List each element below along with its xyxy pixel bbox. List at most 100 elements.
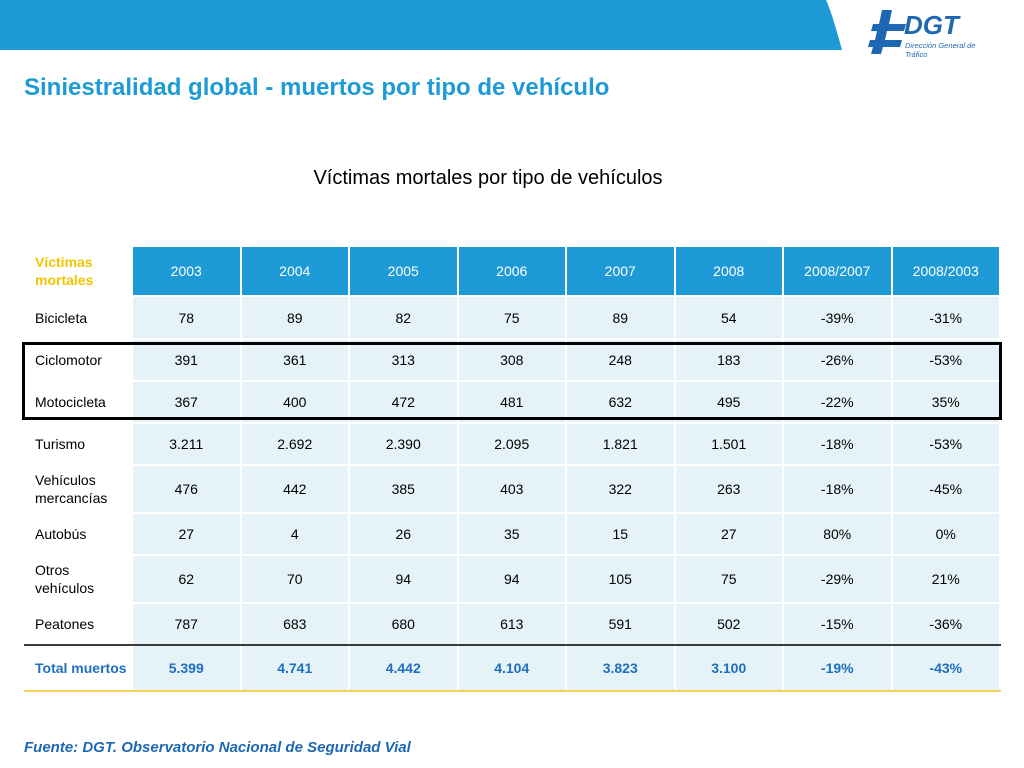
logo-subtitle: Dirección General de Tráfico <box>905 41 976 59</box>
column-header: 2006 <box>457 247 567 297</box>
table-cell: 70 <box>240 555 350 604</box>
table-cell: 54 <box>674 296 784 340</box>
table-cell: 2.692 <box>240 423 350 466</box>
table-cell: 322 <box>566 465 676 514</box>
row-label: Autobús <box>24 513 133 556</box>
row-label: Turismo <box>24 423 133 466</box>
column-header: 2003 <box>132 247 242 297</box>
table-caption-text: Víctimas mortales por tipo de vehículos <box>313 167 663 189</box>
column-header: 2008 <box>674 247 784 297</box>
table-cell: -22% <box>783 381 893 424</box>
fatalities-table: Víctimas mortales 2003 2004 2005 2006 20… <box>24 247 1001 692</box>
table-cell: 35 <box>457 513 567 556</box>
table-cell: 442 <box>240 465 350 514</box>
table-cell: -31% <box>891 296 1001 340</box>
logo-wordmark: DGT <box>904 10 959 40</box>
table-cell: 391 <box>132 339 242 382</box>
table-cell: -18% <box>783 465 893 514</box>
table-cell: 89 <box>240 296 350 340</box>
corner-header: Víctimas mortales <box>24 247 133 297</box>
table-cell: 4 <box>240 513 350 556</box>
table-cell: 183 <box>674 339 784 382</box>
table-row: Turismo 3.211 2.692 2.390 2.095 1.821 1.… <box>24 423 1001 466</box>
total-cell: 5.399 <box>132 645 242 692</box>
table-cell: 613 <box>457 603 567 646</box>
table-cell: 502 <box>674 603 784 646</box>
table-cell: 27 <box>132 513 242 556</box>
table-cell: 21% <box>891 555 1001 604</box>
table-cell: -45% <box>891 465 1001 514</box>
row-label: Bicicleta <box>24 296 133 340</box>
total-label: Total muertos <box>24 645 133 692</box>
table-row: Bicicleta 78 89 82 75 89 54 -39% -31% <box>24 296 1001 340</box>
table-cell: 27 <box>674 513 784 556</box>
table-cell: -53% <box>891 423 1001 466</box>
row-label: Vehículos mercancías <box>24 465 133 514</box>
page-title: Siniestralidad global - muertos por tipo… <box>24 74 610 101</box>
table-cell: 683 <box>240 603 350 646</box>
table-cell: 75 <box>457 296 567 340</box>
table-header-row: Víctimas mortales 2003 2004 2005 2006 20… <box>24 247 1001 297</box>
table-cell: 481 <box>457 381 567 424</box>
table-cell: 361 <box>240 339 350 382</box>
source-note: Fuente: DGT. Observatorio Nacional de Se… <box>24 739 411 756</box>
table-cell: 367 <box>132 381 242 424</box>
table-cell: 94 <box>457 555 567 604</box>
dgt-logo: DGT Dirección General de Tráfico <box>868 6 988 62</box>
table-cell: 89 <box>566 296 676 340</box>
table-row: Otros vehículos 62 70 94 94 105 75 -29% … <box>24 555 1001 604</box>
table-cell: 78 <box>132 296 242 340</box>
total-cell: -19% <box>783 645 893 692</box>
table-cell: 385 <box>349 465 459 514</box>
table-cell: 476 <box>132 465 242 514</box>
table-cell: 1.821 <box>566 423 676 466</box>
table-cell: 26 <box>349 513 459 556</box>
column-header: 2007 <box>566 247 676 297</box>
table-row: Motocicleta 367 400 472 481 632 495 -22%… <box>24 381 1001 424</box>
table-cell: 35% <box>891 381 1001 424</box>
table-caption: Víctimas mortales por tipo de vehículos <box>0 167 976 190</box>
table-cell: 105 <box>566 555 676 604</box>
table-cell: 403 <box>457 465 567 514</box>
table-cell: 80% <box>783 513 893 556</box>
total-cell: -43% <box>891 645 1001 692</box>
table-cell: 472 <box>349 381 459 424</box>
row-label: Ciclomotor <box>24 339 133 382</box>
table-row: Vehículos mercancías 476 442 385 403 322… <box>24 465 1001 514</box>
total-cell: 3.100 <box>674 645 784 692</box>
table-cell: 1.501 <box>674 423 784 466</box>
table-cell: -39% <box>783 296 893 340</box>
table-cell: 495 <box>674 381 784 424</box>
table-cell: 591 <box>566 603 676 646</box>
table-row: Autobús 27 4 26 35 15 27 80% 0% <box>24 513 1001 556</box>
table-row: Ciclomotor 391 361 313 308 248 183 -26% … <box>24 339 1001 382</box>
table-cell: -53% <box>891 339 1001 382</box>
table-cell: -36% <box>891 603 1001 646</box>
table-cell: 248 <box>566 339 676 382</box>
table-cell: 62 <box>132 555 242 604</box>
table-cell: 313 <box>349 339 459 382</box>
table-cell: 75 <box>674 555 784 604</box>
table-cell: 400 <box>240 381 350 424</box>
table-cell: 94 <box>349 555 459 604</box>
table-row: Peatones 787 683 680 613 591 502 -15% -3… <box>24 603 1001 646</box>
row-label: Motocicleta <box>24 381 133 424</box>
row-label: Peatones <box>24 603 133 646</box>
table-cell: 2.390 <box>349 423 459 466</box>
table-cell: 3.211 <box>132 423 242 466</box>
table-cell: -15% <box>783 603 893 646</box>
table-cell: 632 <box>566 381 676 424</box>
table-cell: 0% <box>891 513 1001 556</box>
table-cell: -26% <box>783 339 893 382</box>
column-header: 2008/2007 <box>783 247 893 297</box>
table-cell: 680 <box>349 603 459 646</box>
total-row: Total muertos 5.399 4.741 4.442 4.104 3.… <box>24 645 1001 692</box>
dgt-cross-icon <box>868 10 906 54</box>
total-cell: 4.442 <box>349 645 459 692</box>
table-cell: -18% <box>783 423 893 466</box>
column-header: 2008/2003 <box>891 247 1001 297</box>
table-cell: 15 <box>566 513 676 556</box>
table-cell: -29% <box>783 555 893 604</box>
column-header: 2004 <box>240 247 350 297</box>
table-cell: 308 <box>457 339 567 382</box>
